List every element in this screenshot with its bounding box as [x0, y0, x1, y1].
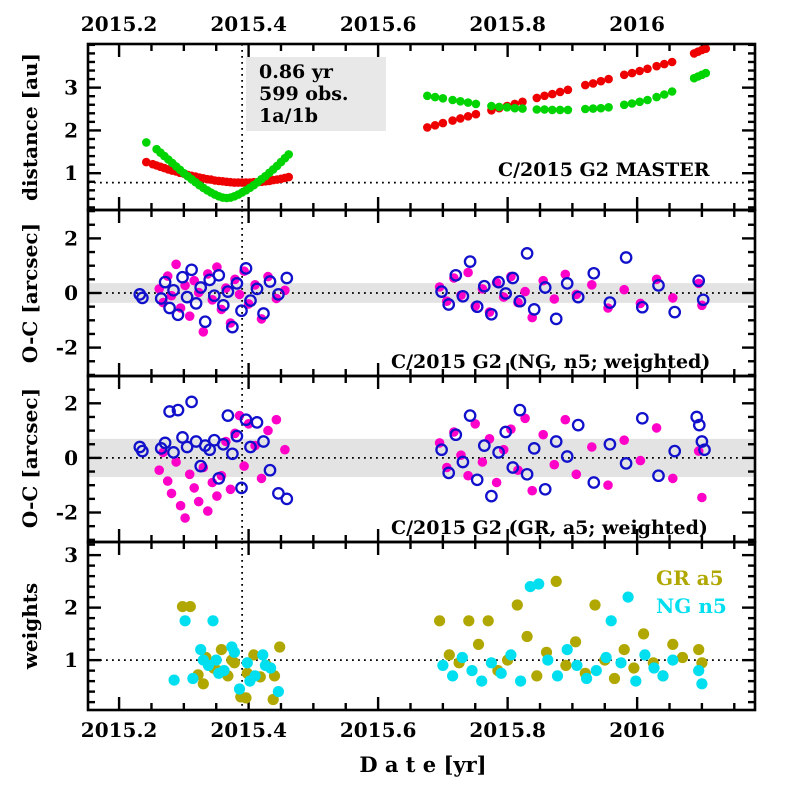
- x-tick-label: 2015.4: [210, 718, 287, 742]
- y-tick-label: 2: [64, 226, 78, 250]
- y-tick-label: 2: [64, 391, 78, 415]
- x-tick-label: 2015.4: [210, 12, 287, 36]
- y-tick-label: 3: [64, 76, 78, 100]
- x-tick-label: 2016: [609, 718, 665, 742]
- y-tick-label: 0: [64, 281, 78, 305]
- y-tick-label: 0: [64, 446, 78, 470]
- y-tick-label: -2: [56, 501, 78, 525]
- x-tick-label: 2015.2: [81, 718, 158, 742]
- panel-oc-gr: -2 0 2: [56, 374, 757, 544]
- annotation-obs-count: 599 obs.: [259, 83, 349, 105]
- panel-weights: 1 2 3: [64, 540, 757, 712]
- y-tick-label: 1: [64, 648, 78, 672]
- panel-frame: [86, 540, 757, 712]
- y-tick-label: 2: [64, 118, 78, 142]
- x-tick-label: 2015.2: [81, 12, 158, 36]
- panel-label-gr: C/2015 G2 (GR, a5; weighted): [391, 517, 708, 539]
- x-tick-label: 2016: [609, 12, 665, 36]
- x-tick-label: 2015.6: [340, 718, 417, 742]
- y-tick-label: -2: [56, 336, 78, 360]
- x-tick-label: 2015.6: [340, 12, 417, 36]
- panel-distance: 1 2 3: [64, 42, 757, 212]
- y-axis-title-weights: weights: [18, 582, 42, 670]
- y-tick-label: 1: [64, 161, 78, 185]
- annotation-orbit-arc: 0.86 yr: [259, 61, 333, 83]
- weights-ng-n5-cyan: [168, 578, 708, 698]
- geocentric-distance-green: [142, 68, 711, 203]
- x-tick-label: 2015.8: [469, 718, 546, 742]
- gr-residuals-blue-open: [133, 395, 711, 506]
- legend-ng-n5: NG n5: [656, 594, 727, 618]
- legend-gr-a5: GR a5: [656, 566, 724, 590]
- ng-residuals-blue-open: [133, 247, 710, 334]
- x-tick-label: 2015.8: [469, 12, 546, 36]
- x-axis-title: D a t e [yr]: [359, 752, 487, 777]
- y-tick-label: 3: [64, 543, 78, 567]
- y-tick-label: 2: [64, 596, 78, 620]
- annotation-orbit-class: 1a/1b: [259, 105, 318, 127]
- panel-label-master: C/2015 G2 MASTER: [498, 159, 710, 181]
- panel-oc-ng: -2 0 2: [56, 208, 757, 378]
- ticks: [88, 542, 755, 710]
- annotation-box: 0.86 yr 599 obs. 1a/1b: [246, 57, 386, 131]
- panel-label-ng: C/2015 G2 (NG, n5; weighted): [391, 351, 711, 373]
